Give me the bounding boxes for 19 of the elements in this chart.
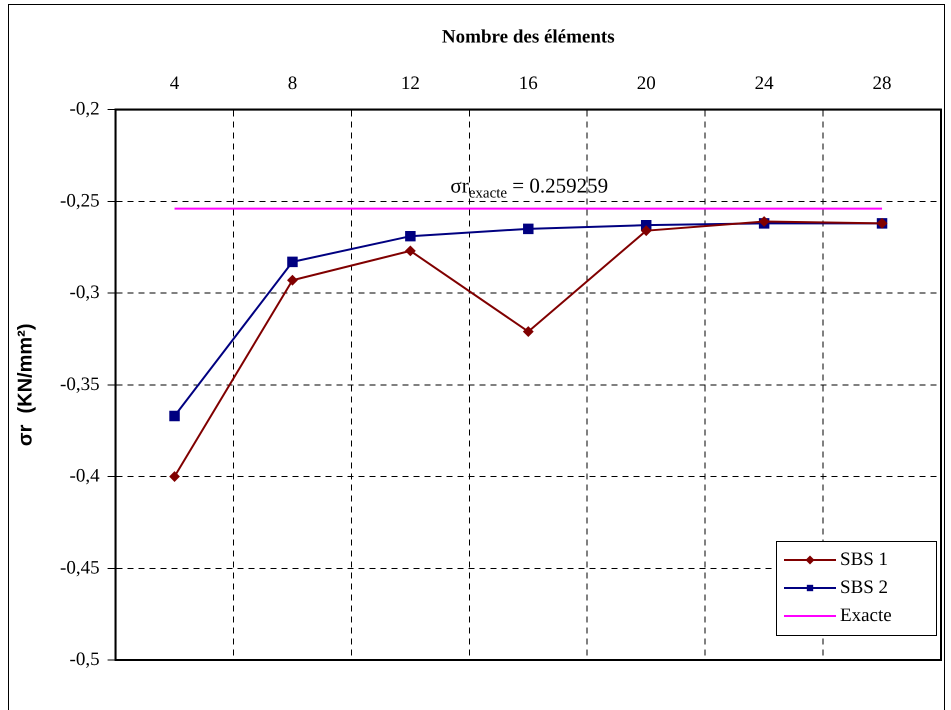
- x-tick-label: 4: [170, 73, 180, 94]
- y-tick-label: -0,4: [70, 466, 100, 487]
- legend-label: SBS 2: [840, 576, 888, 598]
- y-tick-label: -0,3: [70, 282, 100, 304]
- x-tick-label: 12: [400, 73, 420, 94]
- x-axis-title: Nombre des éléments: [442, 26, 615, 48]
- y-axis-title: σr (KN/mm²): [14, 324, 37, 446]
- y-tick-label: -0,35: [60, 374, 100, 395]
- legend-label: Exacte: [840, 604, 892, 626]
- x-tick-label: 8: [288, 73, 298, 94]
- x-tick-label: 20: [636, 73, 656, 94]
- y-tick-label: -0,25: [60, 190, 100, 212]
- legend-label: SBS 1: [840, 548, 888, 570]
- x-tick-label: 16: [518, 73, 538, 94]
- x-tick-label: 28: [872, 73, 892, 94]
- y-tick-label: -0,5: [70, 648, 100, 670]
- x-tick-label: 24: [754, 73, 774, 94]
- y-tick-label: -0,45: [60, 557, 100, 578]
- y-tick-label: -0,2: [70, 98, 100, 120]
